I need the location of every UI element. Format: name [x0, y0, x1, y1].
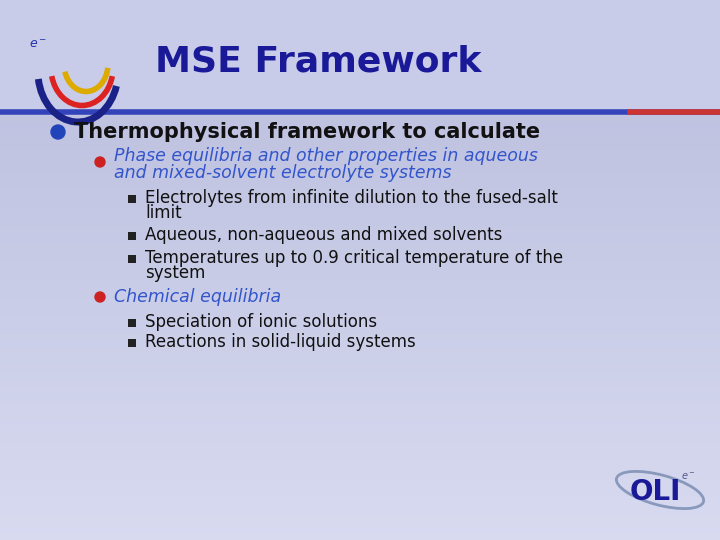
Text: Thermophysical framework to calculate: Thermophysical framework to calculate: [74, 122, 540, 142]
Text: $e^-$: $e^-$: [29, 38, 48, 51]
Text: Speciation of ionic solutions: Speciation of ionic solutions: [145, 313, 377, 331]
Text: limit: limit: [145, 204, 181, 222]
Bar: [128, 232, 136, 240]
Text: Reactions in solid-liquid systems: Reactions in solid-liquid systems: [145, 333, 415, 351]
Text: Chemical equilibria: Chemical equilibria: [114, 288, 281, 306]
Circle shape: [95, 292, 105, 302]
Text: $e^-$: $e^-$: [680, 470, 696, 482]
Text: Temperatures up to 0.9 critical temperature of the: Temperatures up to 0.9 critical temperat…: [145, 249, 563, 267]
Text: Phase equilibria and other properties in aqueous: Phase equilibria and other properties in…: [114, 147, 538, 165]
Bar: [128, 195, 136, 203]
Bar: [128, 339, 136, 347]
Text: and mixed-solvent electrolyte systems: and mixed-solvent electrolyte systems: [114, 164, 451, 182]
Bar: [0, 0, 720, 110]
Bar: [128, 319, 136, 327]
Bar: [128, 255, 136, 263]
Text: system: system: [145, 264, 205, 282]
Text: OLI: OLI: [629, 478, 680, 506]
Circle shape: [51, 125, 65, 139]
Text: Electrolytes from infinite dilution to the fused-salt: Electrolytes from infinite dilution to t…: [145, 189, 558, 207]
Circle shape: [95, 157, 105, 167]
Text: Aqueous, non-aqueous and mixed solvents: Aqueous, non-aqueous and mixed solvents: [145, 226, 503, 244]
Text: MSE Framework: MSE Framework: [155, 45, 482, 79]
